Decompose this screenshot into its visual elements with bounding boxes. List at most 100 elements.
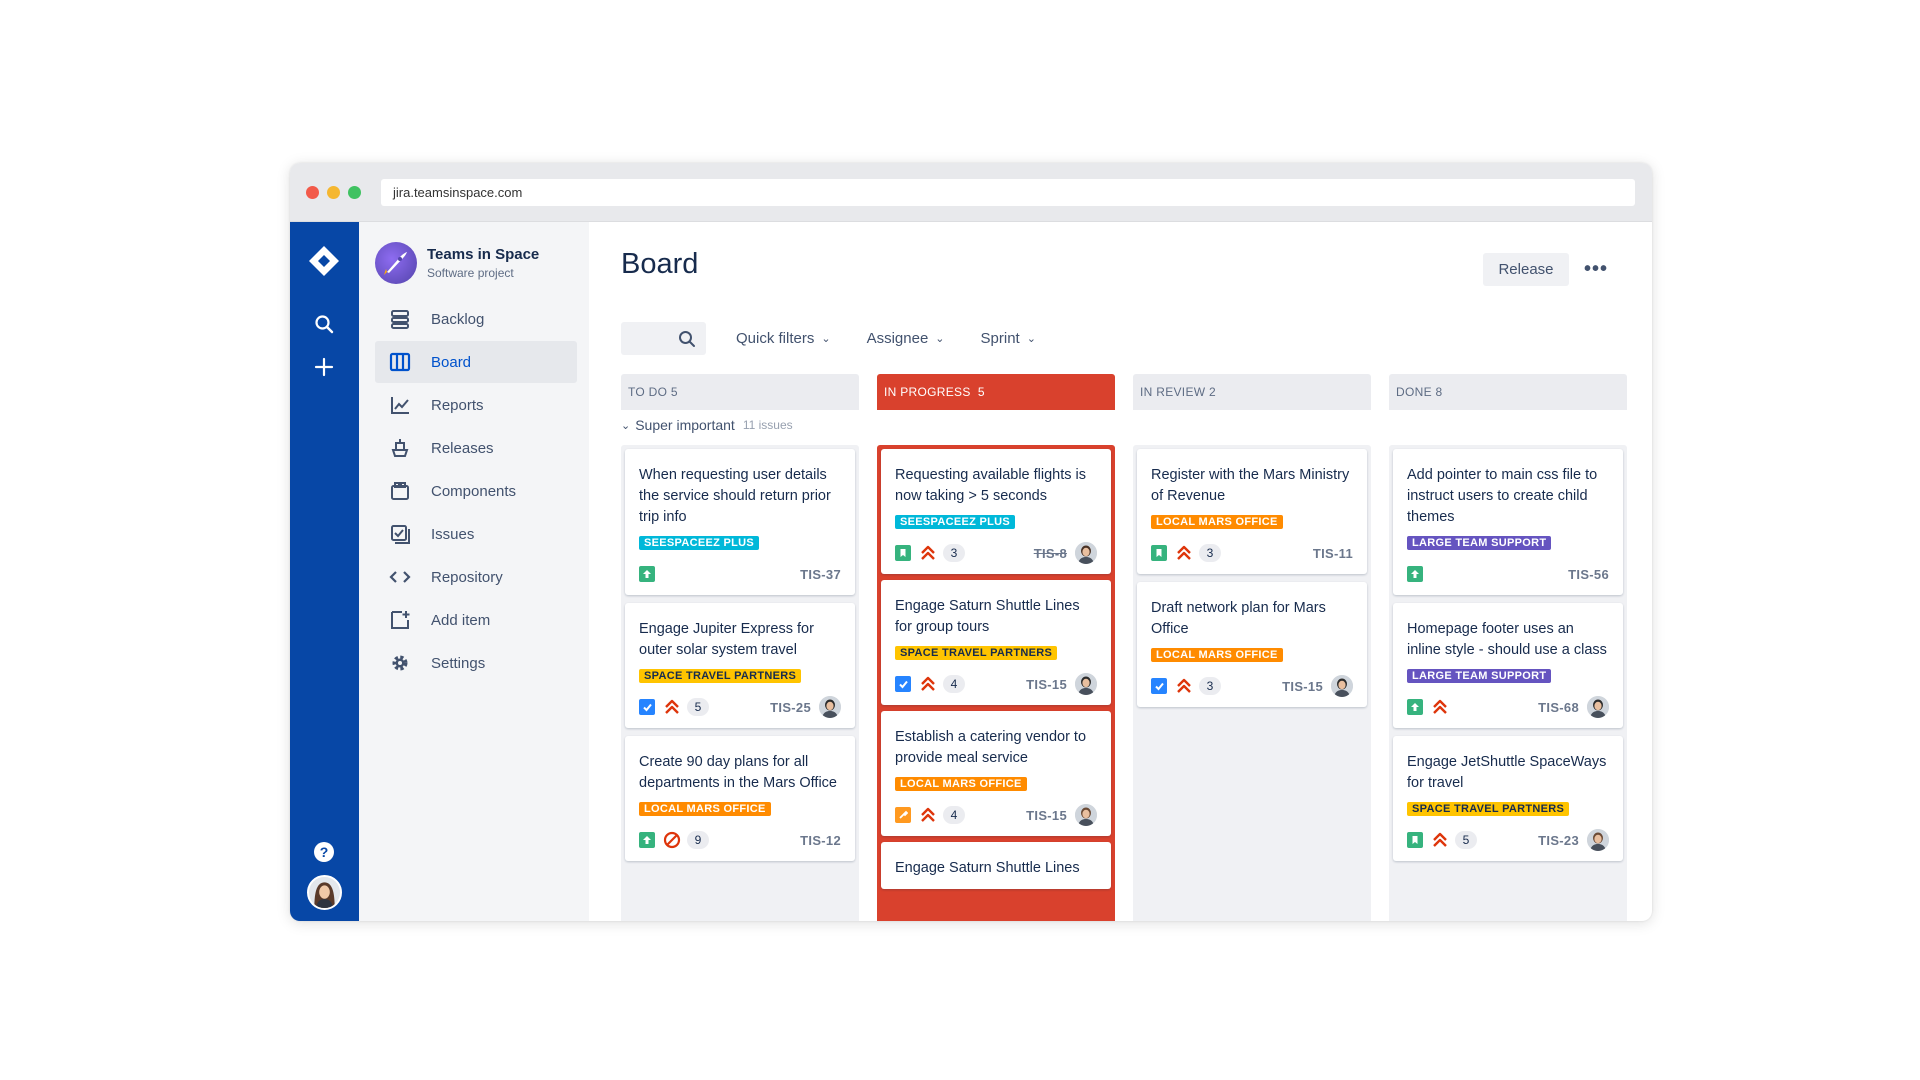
minimize-window-button[interactable]: [327, 185, 340, 199]
sidebar-item-repository[interactable]: Repository: [375, 556, 577, 598]
assignee-avatar[interactable]: [1075, 542, 1097, 564]
add-item-icon: [389, 609, 411, 631]
search-icon[interactable]: [312, 312, 336, 336]
jira-logo-icon[interactable]: [307, 244, 341, 278]
sidebar-item-issues[interactable]: Issues: [375, 513, 577, 555]
issue-key[interactable]: TIS-37: [800, 566, 841, 582]
epic-label[interactable]: LOCAL MARS OFFICE: [1151, 515, 1283, 529]
epic-label[interactable]: LOCAL MARS OFFICE: [639, 802, 771, 816]
board-search-input[interactable]: [621, 322, 706, 355]
priority-highest-icon: [1177, 545, 1191, 560]
issue-key[interactable]: TIS-25: [770, 699, 811, 715]
assignee-avatar[interactable]: [1587, 696, 1609, 718]
issue-card[interactable]: Engage Jupiter Express for outer solar s…: [625, 603, 855, 728]
issue-key[interactable]: TIS-68: [1538, 699, 1579, 715]
issue-key[interactable]: TIS-56: [1568, 566, 1609, 582]
assignee-dropdown[interactable]: Assignee ⌄: [867, 330, 945, 347]
improvement-icon: [639, 832, 655, 848]
issue-key[interactable]: TIS-11: [1312, 545, 1353, 561]
sprint-dropdown[interactable]: Sprint ⌄: [981, 330, 1036, 347]
column-headers: TO DO 5 IN PROGRESS 5 IN REVIEW 2 DONE 8: [621, 374, 1645, 410]
issue-card[interactable]: When requesting user details the service…: [625, 449, 855, 595]
assignee-label: Assignee: [866, 330, 929, 347]
card-footer: TIS-37: [639, 563, 841, 585]
epic-label[interactable]: SPACE TRAVEL PARTNERS: [1407, 802, 1570, 816]
card-footer: 9 TIS-12: [639, 829, 841, 851]
issue-key[interactable]: TIS-8: [1033, 545, 1067, 561]
column-header-done: DONE 8: [1389, 374, 1627, 410]
priority-blocker-icon: [663, 831, 681, 849]
sidebar-item-reports[interactable]: Reports: [375, 384, 577, 426]
lane-in-progress: Requesting available flights is now taki…: [877, 445, 1115, 921]
sidebar-item-releases[interactable]: Releases: [375, 427, 577, 469]
issue-key[interactable]: TIS-23: [1538, 832, 1579, 848]
sidebar-item-components[interactable]: Components: [375, 470, 577, 512]
maximize-window-button[interactable]: [348, 185, 361, 199]
project-header[interactable]: Teams in Space Software project: [375, 242, 577, 284]
create-plus-icon[interactable]: [312, 355, 336, 379]
issue-card[interactable]: Register with the Mars Ministry of Reven…: [1137, 449, 1367, 574]
help-icon[interactable]: ?: [313, 841, 335, 863]
assignee-avatar[interactable]: [1075, 673, 1097, 695]
sidebar-item-backlog[interactable]: Backlog: [375, 298, 577, 340]
issue-card[interactable]: Add pointer to main css file to instruct…: [1393, 449, 1623, 595]
issue-card[interactable]: Create 90 day plans for all departments …: [625, 736, 855, 861]
sprint-label: Sprint: [980, 330, 1020, 347]
story-icon: [895, 545, 911, 561]
epic-label[interactable]: SEESPACEEZ PLUS: [895, 515, 1016, 529]
assignee-avatar[interactable]: [1331, 675, 1353, 697]
swimlane-header[interactable]: ⌄ Super important 11 issues: [621, 417, 793, 433]
issue-card[interactable]: Homepage footer uses an inline style - s…: [1393, 603, 1623, 728]
issue-summary: Engage JetShuttle SpaceWays for travel: [1407, 754, 1607, 791]
sidebar-item-settings[interactable]: Settings: [375, 642, 577, 684]
assignee-avatar[interactable]: [819, 696, 841, 718]
board-lanes: When requesting user details the service…: [621, 445, 1645, 921]
sidebar-item-board[interactable]: Board: [375, 341, 577, 383]
issue-key[interactable]: TIS-15: [1282, 678, 1323, 694]
board-icon: [389, 351, 411, 373]
epic-label[interactable]: LARGE TEAM SUPPORT: [1407, 536, 1552, 550]
story-points-badge: 3: [1199, 544, 1221, 562]
browser-chrome: jira.teamsinspace.com: [290, 163, 1652, 222]
improvement-icon: [639, 566, 655, 582]
issue-card[interactable]: Engage Saturn Shuttle Lines: [881, 842, 1111, 889]
card-footer: 5 TIS-25: [639, 696, 841, 718]
issue-key[interactable]: TIS-15: [1026, 807, 1067, 823]
board-main: Board Release ••• Quick filters ⌄ Assigne…: [589, 222, 1652, 921]
issue-card[interactable]: Engage JetShuttle SpaceWays for travel SP…: [1393, 736, 1623, 861]
card-footer: 3 TIS-8: [895, 542, 1097, 564]
close-window-button[interactable]: [306, 185, 319, 199]
sidebar-item-label: Issues: [431, 525, 475, 543]
quick-filters-dropdown[interactable]: Quick filters ⌄: [736, 330, 831, 347]
column-header-in-review: IN REVIEW 2: [1133, 374, 1371, 410]
issue-card[interactable]: Establish a catering vendor to provide m…: [881, 711, 1111, 836]
sidebar-item-label: Reports: [431, 396, 484, 414]
story-points-badge: 4: [943, 806, 965, 824]
epic-label[interactable]: SPACE TRAVEL PARTNERS: [895, 646, 1058, 660]
issue-card[interactable]: Requesting available flights is now taki…: [881, 449, 1111, 574]
sidebar-item-add-item[interactable]: Add item: [375, 599, 577, 641]
epic-label[interactable]: SPACE TRAVEL PARTNERS: [639, 669, 802, 683]
card-footer: 3 TIS-15: [1151, 675, 1353, 697]
release-button[interactable]: Release: [1483, 253, 1569, 286]
epic-label[interactable]: SEESPACEEZ PLUS: [639, 536, 760, 550]
epic-label[interactable]: LARGE TEAM SUPPORT: [1407, 669, 1552, 683]
assignee-avatar[interactable]: [1075, 804, 1097, 826]
bug-icon: [895, 807, 911, 823]
releases-icon: [389, 437, 411, 459]
issue-key[interactable]: TIS-12: [800, 832, 841, 848]
project-name: Teams in Space: [427, 246, 540, 263]
issue-summary: Engage Jupiter Express for outer solar s…: [639, 621, 814, 658]
more-options-button[interactable]: •••: [1583, 258, 1608, 280]
epic-label[interactable]: LOCAL MARS OFFICE: [1151, 648, 1283, 662]
issue-summary: Draft network plan for Mars Office: [1151, 600, 1326, 637]
address-bar[interactable]: jira.teamsinspace.com: [381, 178, 1635, 206]
issue-card[interactable]: Draft network plan for Mars Office LOCAL …: [1137, 582, 1367, 707]
issue-key[interactable]: TIS-15: [1026, 676, 1067, 692]
project-type: Software project: [427, 266, 514, 280]
assignee-avatar[interactable]: [1587, 829, 1609, 851]
epic-label[interactable]: LOCAL MARS OFFICE: [895, 777, 1027, 791]
issue-card[interactable]: Engage Saturn Shuttle Lines for group to…: [881, 580, 1111, 705]
reports-icon: [389, 394, 411, 416]
user-avatar[interactable]: [307, 875, 342, 910]
